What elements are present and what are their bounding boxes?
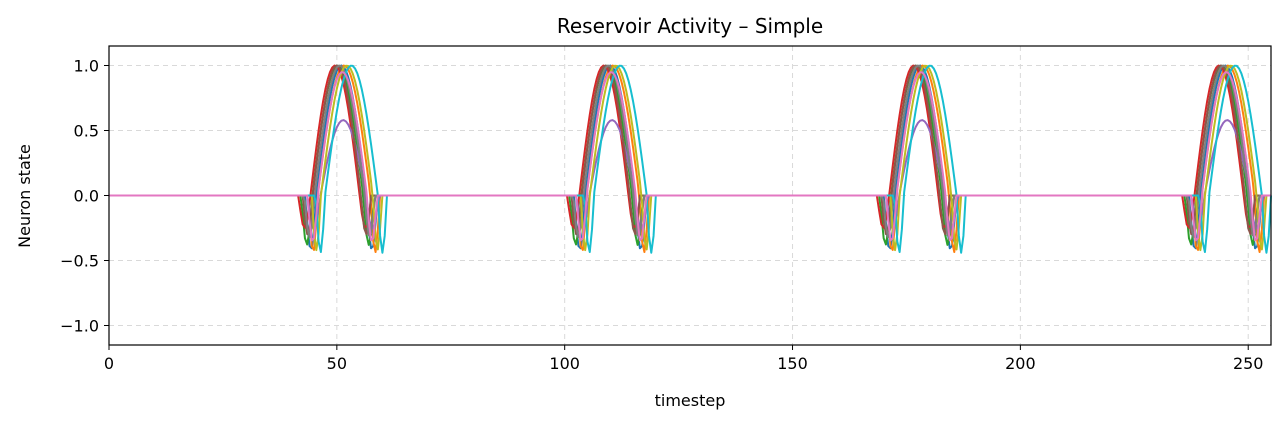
series-line-9 [109,71,1271,242]
y-tick-label: 0.5 [74,122,99,141]
x-tick-label: 150 [777,354,808,373]
axis-ticks: 0 50 100 150 200 250 −1.0 −0.5 0.0 0.5 1.0 [60,57,1263,374]
series-line-2 [109,64,1271,246]
series-line-0 [109,64,1271,250]
series-line-3 [109,64,1271,229]
y-tick-label: −0.5 [60,252,99,271]
series-line-5 [109,64,1271,236]
y-tick-label: −1.0 [60,317,99,336]
series-line-6 [109,64,1271,239]
x-tick-label: 100 [549,354,580,373]
x-tick-label: 50 [327,354,347,373]
x-axis-title: timestep [655,391,726,410]
x-tick-label: 0 [104,354,114,373]
y-axis-title: Neuron state [15,144,34,248]
y-tick-label: 0.0 [74,187,99,206]
series-line-4 [109,119,1271,231]
series-line-1 [109,64,1271,253]
series-line-7 [109,64,1271,252]
x-tick-label: 250 [1233,354,1264,373]
series-line-8 [109,64,1272,254]
y-tick-label: 1.0 [74,57,99,76]
series-lines [109,64,1272,254]
x-tick-label: 200 [1005,354,1036,373]
chart-title: Reservoir Activity – Simple [557,14,823,38]
